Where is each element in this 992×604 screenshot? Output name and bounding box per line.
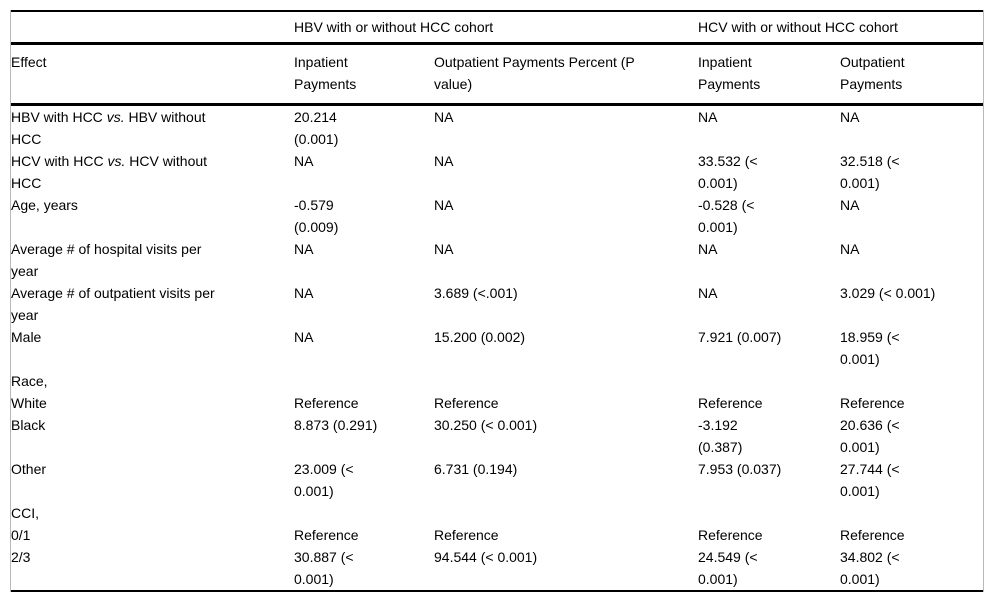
effect-cell: Average # of outpatient visits per year <box>11 285 215 323</box>
value-cell <box>698 370 840 392</box>
value-cell: NA <box>698 109 718 125</box>
value-cell: NA <box>294 329 314 345</box>
table-row: White Reference Reference Reference Referenc… <box>11 392 983 414</box>
table-row: Race, <box>11 370 983 392</box>
value-cell: 34.802 (< 0.001) <box>840 546 984 592</box>
value-cell: 23.009 (< 0.001) <box>294 461 354 499</box>
value-cell: 30.887 (< 0.001) <box>294 546 434 592</box>
value-cell: Reference <box>698 395 763 411</box>
column-header-hbv-outpatient-payments: Outpatient Payments Percent (P value) <box>434 43 698 106</box>
effect-cell: 0/1 <box>11 527 31 543</box>
value-cell: 20.636 (< 0.001) <box>840 417 900 455</box>
cohort-header-hbv: HBV with or without HCC cohort <box>294 10 698 45</box>
value-cell <box>434 370 698 392</box>
value-cell: Reference <box>434 527 499 543</box>
value-cell: 33.532 (< 0.001) <box>698 153 758 191</box>
table-row: 2/3 30.887 (< 0.001) 94.544 (< 0.001) 24.54… <box>11 546 984 592</box>
value-cell: NA <box>840 197 860 213</box>
value-cell: 94.544 (< 0.001) <box>434 546 698 592</box>
value-cell: Reference <box>840 395 905 411</box>
value-cell <box>840 370 983 392</box>
effect-cell: Average # of hospital visits per year <box>11 241 202 279</box>
value-cell: 18.959 (< 0.001) <box>840 329 900 367</box>
value-cell: NA <box>434 197 454 213</box>
value-cell <box>434 502 698 524</box>
table-row: Male NA 15.200 (0.002) 7.921 (0.007) 18.959 … <box>11 326 983 370</box>
effect-cell: White <box>11 395 47 411</box>
table-row: Average # of hospital visits per year NA N… <box>11 238 983 282</box>
value-cell: 3.689 (<.001) <box>434 285 518 301</box>
value-cell: 27.744 (< 0.001) <box>840 461 900 499</box>
effect-cell: HBV with HCC vs. HBV without HCC <box>11 109 206 147</box>
column-header-hbv-inpatient-payments: Inpatient Payments <box>294 43 434 106</box>
table-row: CCI, <box>11 502 983 524</box>
table-row: Age, years -0.579 (0.009) NA -0.528 (< 0.00… <box>11 194 983 238</box>
table-row: 0/1 Reference Reference Reference Reference <box>11 524 983 546</box>
regression-results-table-container: HBV with or without HCC cohort HCV with … <box>10 10 984 592</box>
cohort-header-row: HBV with or without HCC cohort HCV with … <box>11 10 984 45</box>
value-cell: -0.528 (< 0.001) <box>698 197 755 235</box>
effect-cell: 2/3 <box>11 546 294 592</box>
value-cell: NA <box>294 285 314 301</box>
value-cell: 7.953 (0.037) <box>698 461 782 477</box>
table-body: HBV with HCC vs. HBV without HCC 20.214 (… <box>11 105 984 592</box>
value-cell: 24.549 (< 0.001) <box>698 546 840 592</box>
value-cell: NA <box>840 109 860 125</box>
value-cell: 8.873 (0.291) <box>294 417 378 433</box>
column-header-hcv-outpatient-payments: Outpatient Payments <box>840 43 984 106</box>
value-cell: NA <box>434 241 454 257</box>
payments-effects-table: HBV with or without HCC cohort HCV with … <box>11 10 984 592</box>
value-cell: NA <box>294 241 314 257</box>
value-cell: Reference <box>294 527 359 543</box>
effect-cell: CCI, <box>11 505 39 521</box>
value-cell: NA <box>434 153 454 169</box>
value-cell <box>294 502 434 524</box>
column-header-hcv-inpatient-payments: Inpatient Payments <box>698 43 840 106</box>
value-cell <box>294 370 434 392</box>
value-cell: 3.029 (< 0.001) <box>840 285 936 301</box>
value-cell: -3.192 (0.387) <box>698 417 743 455</box>
value-cell: 20.214 (0.001) <box>294 109 339 147</box>
effect-cell: Male <box>11 329 42 345</box>
value-cell: Reference <box>698 527 763 543</box>
value-cell: 30.250 (< 0.001) <box>434 417 538 433</box>
vs-italic-text: vs. <box>106 109 125 125</box>
value-cell <box>840 502 983 524</box>
value-cell: NA <box>698 285 718 301</box>
column-header-row: Effect Inpatient Payments Outpatient Pay… <box>11 43 984 106</box>
table-row: Black 8.873 (0.291) 30.250 (< 0.001) -3.192… <box>11 414 983 458</box>
value-cell: 32.518 (< 0.001) <box>840 153 900 191</box>
value-cell: NA <box>698 241 718 257</box>
value-cell: Reference <box>840 527 905 543</box>
effect-cell: Other <box>11 461 47 477</box>
value-cell <box>698 502 840 524</box>
value-cell: NA <box>840 241 860 257</box>
value-cell: 7.921 (0.007) <box>698 329 782 345</box>
effect-cell: HCV with HCC vs. HCV without HCC <box>11 153 208 191</box>
effect-cell: Race, <box>11 373 48 389</box>
effect-cell: Black <box>11 417 46 433</box>
value-cell: Reference <box>294 395 359 411</box>
value-cell: 15.200 (0.002) <box>434 329 526 345</box>
effect-cell: Age, years <box>11 197 78 213</box>
vs-italic-text: vs. <box>107 153 126 169</box>
group-header-spacer <box>11 10 294 45</box>
value-cell: NA <box>434 109 454 125</box>
table-row: Average # of outpatient visits per year N… <box>11 282 983 326</box>
value-cell: 6.731 (0.194) <box>434 461 518 477</box>
table-row: HCV with HCC vs. HCV without HCC NA NA 33.5… <box>11 150 983 194</box>
value-cell: -0.579 (0.009) <box>294 197 339 235</box>
cohort-header-hcv: HCV with or without HCC cohort <box>698 10 984 45</box>
column-header-effect: Effect <box>11 43 294 106</box>
value-cell: Reference <box>434 395 499 411</box>
value-cell: NA <box>294 153 314 169</box>
table-row: Other 23.009 (< 0.001) 6.731 (0.194) 7.953 … <box>11 458 983 502</box>
table-row: HBV with HCC vs. HBV without HCC 20.214 (… <box>11 105 983 151</box>
